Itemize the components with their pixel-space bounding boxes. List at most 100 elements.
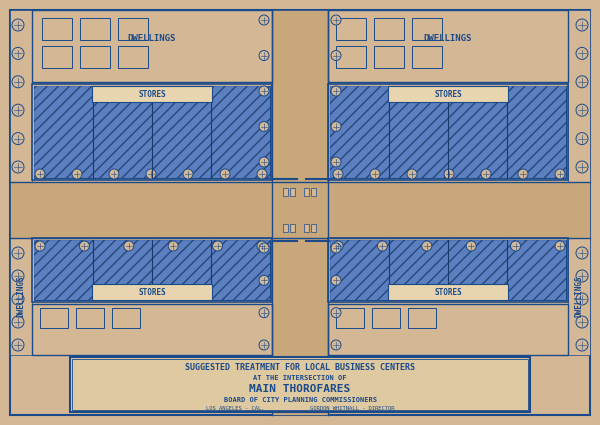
Circle shape <box>259 15 269 25</box>
Circle shape <box>35 241 45 251</box>
Bar <box>330 86 566 178</box>
Circle shape <box>576 316 588 328</box>
Circle shape <box>331 122 341 131</box>
Bar <box>32 238 272 302</box>
Bar <box>272 10 328 415</box>
Circle shape <box>511 241 521 251</box>
Bar <box>76 309 104 329</box>
Bar <box>42 18 72 40</box>
Bar <box>328 238 568 302</box>
Circle shape <box>331 86 341 96</box>
Bar <box>32 304 272 355</box>
Bar <box>80 46 110 68</box>
Bar <box>330 86 566 178</box>
Bar <box>408 309 436 329</box>
Circle shape <box>259 122 269 131</box>
Circle shape <box>331 243 341 253</box>
Bar <box>336 46 366 68</box>
Bar <box>118 18 148 40</box>
Circle shape <box>124 241 134 251</box>
Circle shape <box>331 15 341 25</box>
Circle shape <box>576 48 588 60</box>
Circle shape <box>576 247 588 259</box>
Circle shape <box>259 340 269 350</box>
Circle shape <box>555 241 565 251</box>
Circle shape <box>257 169 267 179</box>
Circle shape <box>422 241 432 251</box>
Circle shape <box>576 19 588 31</box>
Circle shape <box>257 241 267 251</box>
Circle shape <box>331 340 341 350</box>
Bar <box>10 182 590 238</box>
Bar <box>118 46 148 68</box>
Bar <box>10 238 32 355</box>
Bar <box>568 238 590 355</box>
Bar <box>330 240 566 300</box>
Bar <box>34 86 270 178</box>
Circle shape <box>183 169 193 179</box>
Circle shape <box>168 241 178 251</box>
Bar <box>304 188 309 196</box>
Circle shape <box>407 169 417 179</box>
Text: STORES: STORES <box>138 288 166 297</box>
Bar <box>372 309 400 329</box>
Text: LOS ANGELES - CAL.              GORDON WHITNALL - DIRECTOR: LOS ANGELES - CAL. GORDON WHITNALL - DIR… <box>206 405 394 411</box>
Bar <box>283 224 288 232</box>
Circle shape <box>331 275 341 285</box>
Text: MAIN THOROFARES: MAIN THOROFARES <box>250 384 350 394</box>
Circle shape <box>220 169 230 179</box>
Bar <box>330 240 566 300</box>
Circle shape <box>35 169 45 179</box>
Text: AT THE INTERSECTION OF: AT THE INTERSECTION OF <box>253 375 347 381</box>
Bar <box>304 224 309 232</box>
Bar <box>283 188 288 196</box>
Bar <box>388 86 508 102</box>
Bar <box>40 309 68 329</box>
Circle shape <box>331 157 341 167</box>
Bar <box>290 224 295 232</box>
Bar <box>412 46 442 68</box>
Bar <box>568 10 590 182</box>
Circle shape <box>576 339 588 351</box>
Text: STORES: STORES <box>138 90 166 99</box>
Bar <box>10 10 32 182</box>
Bar <box>328 304 568 355</box>
Text: BOARD OF CITY PLANNING COMMISSIONERS: BOARD OF CITY PLANNING COMMISSIONERS <box>223 397 377 403</box>
Bar <box>336 18 366 40</box>
Bar <box>72 359 528 410</box>
Text: DWELLINGS: DWELLINGS <box>424 34 472 43</box>
Bar <box>374 18 404 40</box>
Bar <box>311 224 316 232</box>
Circle shape <box>331 51 341 60</box>
Bar <box>80 18 110 40</box>
Circle shape <box>576 104 588 116</box>
Circle shape <box>481 169 491 179</box>
Bar <box>34 240 270 300</box>
Bar <box>92 284 212 300</box>
Circle shape <box>518 169 528 179</box>
Circle shape <box>12 270 24 282</box>
Circle shape <box>576 76 588 88</box>
Circle shape <box>333 241 343 251</box>
Bar <box>290 188 295 196</box>
Bar <box>328 84 568 180</box>
Bar <box>412 18 442 40</box>
Circle shape <box>212 241 223 251</box>
Bar <box>32 10 272 82</box>
Bar <box>374 46 404 68</box>
Bar <box>311 188 316 196</box>
Circle shape <box>259 157 269 167</box>
Circle shape <box>576 293 588 305</box>
Circle shape <box>12 133 24 144</box>
Circle shape <box>576 133 588 144</box>
Circle shape <box>576 161 588 173</box>
Circle shape <box>12 48 24 60</box>
Circle shape <box>576 270 588 282</box>
Text: DWELLINGS: DWELLINGS <box>17 276 25 317</box>
Bar <box>92 86 212 102</box>
Bar <box>32 84 272 180</box>
Text: SUGGESTED TREATMENT FOR LOCAL BUSINESS CENTERS: SUGGESTED TREATMENT FOR LOCAL BUSINESS C… <box>185 363 415 371</box>
Circle shape <box>331 308 341 317</box>
Circle shape <box>259 243 269 253</box>
Bar <box>388 284 508 300</box>
